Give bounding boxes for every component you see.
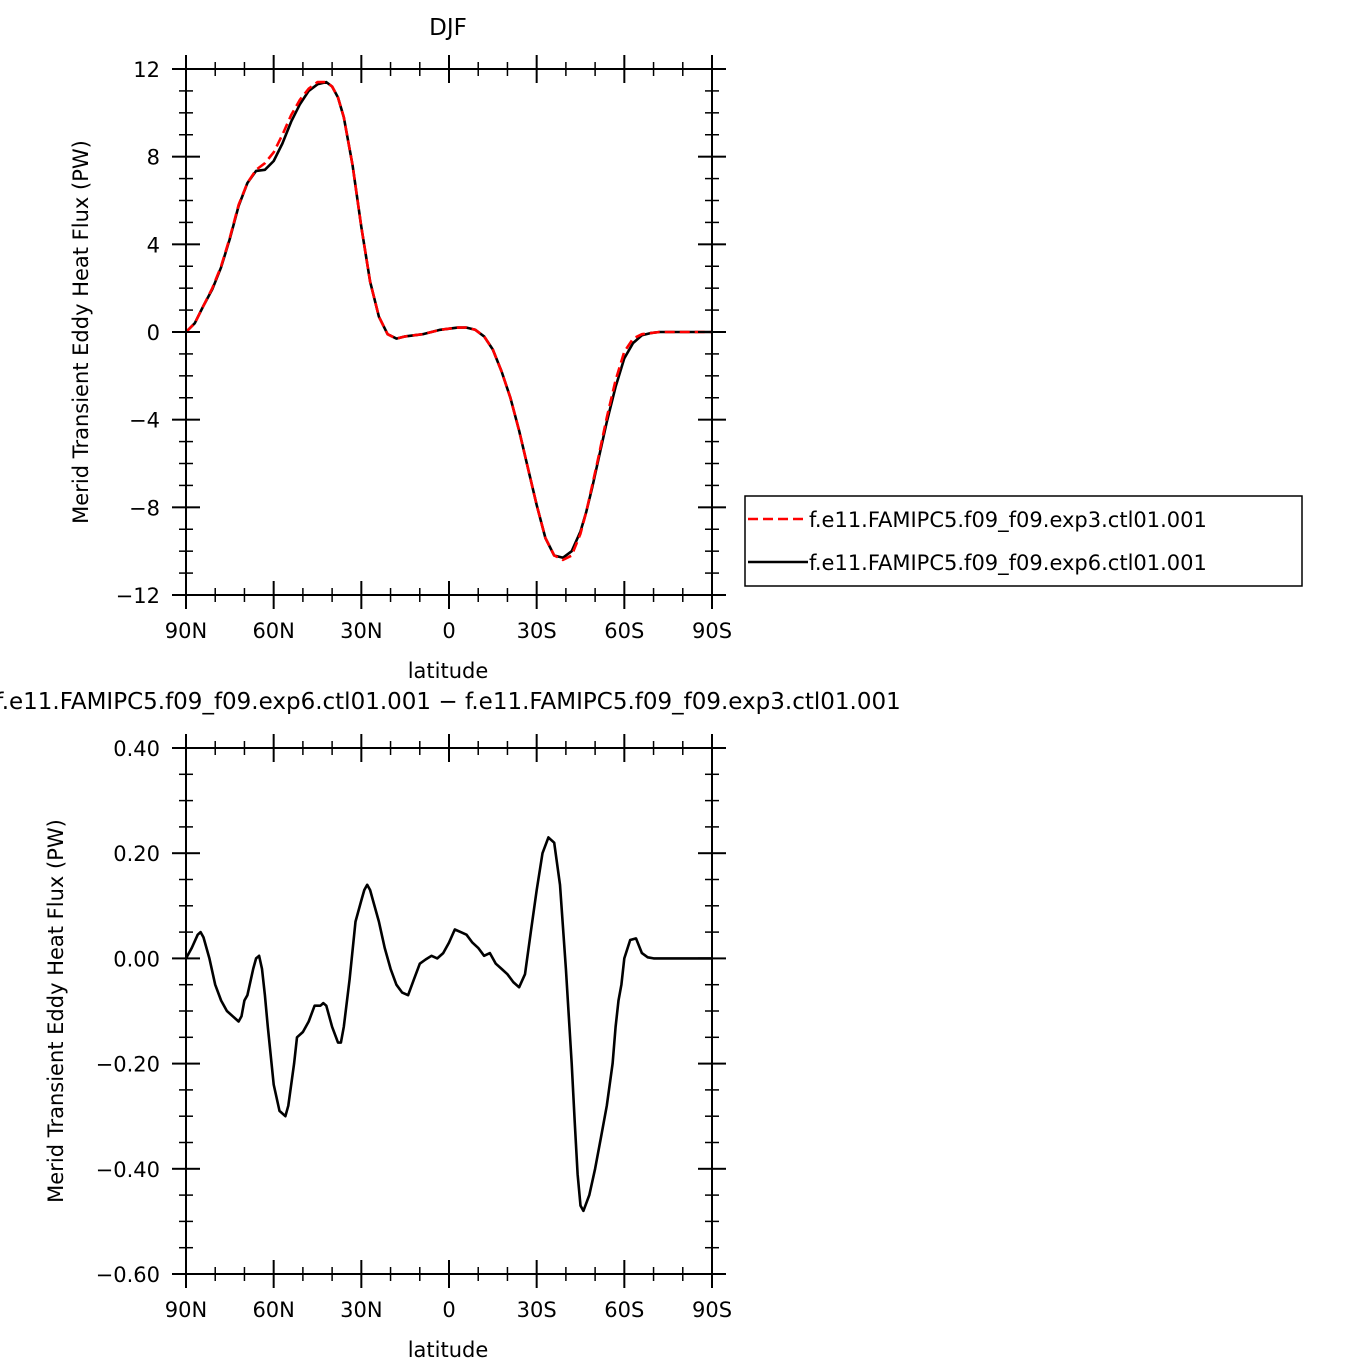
bottom-y-tick-label: 0.40 (113, 737, 160, 761)
bottom-series-line-0 (184, 836, 712, 1213)
top-series-line-1 (185, 80, 712, 560)
bottom-y-axis-title: Merid Transient Eddy Heat Flux (PW) (44, 819, 68, 1203)
top-y-tick-label: −4 (129, 409, 160, 433)
bottom-x-axis-title: latitude (408, 1338, 489, 1362)
bottom-x-tick-label: 30N (340, 1298, 382, 1322)
top-x-tick-label: 60S (604, 619, 644, 643)
top-x-tick-label: 30N (340, 619, 382, 643)
bottom-y-tick-label: 0.20 (113, 842, 160, 866)
top-y-tick-label: 8 (147, 146, 160, 170)
top-x-tick-label: 90S (692, 619, 732, 643)
top-y-axis-title: Merid Transient Eddy Heat Flux (PW) (69, 140, 93, 524)
top-y-tick-label: −8 (129, 496, 160, 520)
bottom-y-tick-label: −0.60 (96, 1263, 160, 1287)
bottom-x-tick-label: 0 (442, 1298, 455, 1322)
bottom-x-tick-label: 60N (252, 1298, 294, 1322)
top-series-line-0 (185, 80, 712, 562)
top-y-tick-label: −12 (116, 584, 160, 608)
top-y-tick-label: 12 (133, 58, 160, 82)
legend: f.e11.FAMIPC5.f09_f09.exp3.ctl01.001 f.e… (744, 495, 1303, 587)
bottom-y-tick-label: −0.20 (96, 1053, 160, 1077)
top-y-tick-label: 0 (147, 321, 160, 345)
bottom-panel: f.e11.FAMIPC5.f09_f09.exp6.ctl01.001 − f… (0, 689, 901, 1362)
bottom-x-tick-label: 30S (517, 1298, 557, 1322)
legend-label-exp3: f.e11.FAMIPC5.f09_f09.exp3.ctl01.001 (809, 508, 1207, 533)
bottom-x-tick-label: 90S (692, 1298, 732, 1322)
top-y-tick-label: 4 (147, 233, 160, 257)
legend-label-exp6: f.e11.FAMIPC5.f09_f09.exp6.ctl01.001 (809, 551, 1207, 576)
top-x-axis-title: latitude (408, 659, 489, 683)
top-x-tick-label: 90N (165, 619, 207, 643)
top-panel: DJF 90N 60N 30N 0 30S 60S 90S 12 8 4 0 −4 −8 −12 lati… (69, 15, 1303, 683)
top-x-tick-label: 30S (517, 619, 557, 643)
top-x-tick-label: 60N (252, 619, 294, 643)
bottom-y-tick-label: −0.40 (96, 1158, 160, 1182)
legend-box (744, 495, 1303, 587)
top-plot-title: DJF (429, 15, 467, 41)
bottom-x-tick-label: 60S (604, 1298, 644, 1322)
top-x-tick-label: 0 (442, 619, 455, 643)
bottom-y-tick-label: 0.00 (113, 947, 160, 971)
top-plot-frame (185, 68, 713, 596)
bottom-x-tick-label: 90N (165, 1298, 207, 1322)
bottom-plot-title: f.e11.FAMIPC5.f09_f09.exp6.ctl01.001 − f… (0, 689, 901, 715)
bottom-plot-frame (185, 747, 713, 1275)
